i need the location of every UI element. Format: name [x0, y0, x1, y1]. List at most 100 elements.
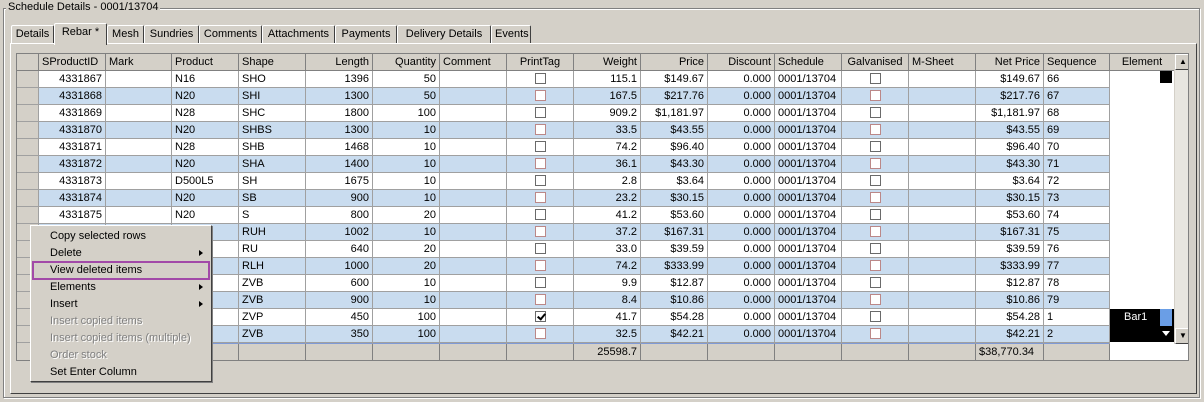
table-row[interactable]: ZVB 600 10 9.9 $12.87 0.000 0001/13704 $12.87 78	[17, 275, 1110, 292]
cell-element[interactable]	[1110, 224, 1174, 241]
cell-discount[interactable]: 0.000	[708, 258, 775, 275]
cell-schedule[interactable]: 0001/13704	[775, 88, 842, 105]
checkbox[interactable]	[869, 242, 881, 254]
table-row[interactable]: ZVB 900 10 8.4 $10.86 0.000 0001/13704 $10.86 79	[17, 292, 1110, 309]
cell-mark[interactable]	[106, 122, 172, 139]
cell-m-sheet[interactable]	[909, 241, 976, 258]
cell-net-price[interactable]: $10.86	[976, 292, 1044, 309]
cell-schedule[interactable]: 0001/13704	[775, 139, 842, 156]
cell-sequence[interactable]: 73	[1044, 190, 1110, 207]
cell-discount[interactable]: 0.000	[708, 275, 775, 292]
cell-printtag[interactable]	[507, 292, 574, 309]
cell-quantity[interactable]: 10	[373, 122, 440, 139]
cell-shape[interactable]: SHB	[239, 139, 306, 156]
new-row-cell[interactable]	[574, 360, 641, 361]
cell-shape[interactable]: SHA	[239, 156, 306, 173]
cell-weight[interactable]: 41.2	[574, 207, 641, 224]
cell-sequence[interactable]: 74	[1044, 207, 1110, 224]
column-header-weight[interactable]: Weight	[574, 54, 641, 71]
cell-weight[interactable]: 41.7	[574, 309, 641, 326]
cell-price[interactable]: $39.59	[641, 241, 708, 258]
cell-weight[interactable]: 33.5	[574, 122, 641, 139]
cell-product[interactable]: N28	[172, 105, 239, 122]
cell-price[interactable]: $1,181.97	[641, 105, 708, 122]
cell-net-price[interactable]: $53.60	[976, 207, 1044, 224]
cell-comment[interactable]	[440, 173, 507, 190]
column-header-sequence[interactable]: Sequence	[1044, 54, 1110, 71]
cell-m-sheet[interactable]	[909, 224, 976, 241]
cell-mark[interactable]	[106, 173, 172, 190]
cell-printtag[interactable]	[507, 173, 574, 190]
tab-payments[interactable]: Payments	[335, 25, 397, 44]
checkbox[interactable]	[534, 106, 546, 118]
cell-printtag[interactable]	[507, 139, 574, 156]
cell-element[interactable]	[1110, 156, 1174, 173]
cell-comment[interactable]	[440, 275, 507, 292]
cell-galvanised[interactable]	[842, 241, 909, 258]
cell-m-sheet[interactable]	[909, 275, 976, 292]
cell-mark[interactable]	[106, 88, 172, 105]
cell-quantity[interactable]: 10	[373, 190, 440, 207]
checkbox[interactable]	[534, 174, 546, 186]
tab-details[interactable]: Details	[11, 25, 54, 44]
table-row[interactable]: 4331870 N20 SHBS 1300 10 33.5 $43.55 0.000 0001/…	[17, 122, 1110, 139]
cell-shape[interactable]: ZVP	[239, 309, 306, 326]
cell-discount[interactable]: 0.000	[708, 88, 775, 105]
table-row[interactable]: 4331875 N20 S 800 20 41.2 $53.60 0.000 0001/1370…	[17, 207, 1110, 224]
checkbox[interactable]	[869, 293, 881, 305]
cell-comment[interactable]	[440, 309, 507, 326]
cell-length[interactable]: 1300	[306, 122, 373, 139]
cell-discount[interactable]: 0.000	[708, 309, 775, 326]
cell-sequence[interactable]: 72	[1044, 173, 1110, 190]
column-header-element[interactable]: Element	[1110, 54, 1174, 71]
cell-sequence[interactable]: 66	[1044, 71, 1110, 88]
cell-printtag[interactable]	[507, 122, 574, 139]
column-header-printtag[interactable]: PrintTag	[507, 54, 574, 71]
cell-galvanised[interactable]	[842, 275, 909, 292]
cell-schedule[interactable]: 0001/13704	[775, 156, 842, 173]
menu-item-view-deleted-items[interactable]: View deleted items	[32, 261, 210, 280]
cell-schedule[interactable]: 0001/13704	[775, 309, 842, 326]
cell-shape[interactable]: SH	[239, 173, 306, 190]
cell-schedule[interactable]: 0001/13704	[775, 173, 842, 190]
cell-galvanised[interactable]	[842, 190, 909, 207]
cell-price[interactable]: $43.55	[641, 122, 708, 139]
cell-m-sheet[interactable]	[909, 292, 976, 309]
cell-schedule[interactable]: 0001/13704	[775, 105, 842, 122]
checkbox[interactable]	[869, 157, 881, 169]
new-row-cell[interactable]	[976, 360, 1044, 361]
row-selector[interactable]	[17, 156, 39, 173]
cell-printtag[interactable]	[507, 241, 574, 258]
cell-comment[interactable]	[440, 207, 507, 224]
cell-discount[interactable]: 0.000	[708, 122, 775, 139]
menu-item-order-stock[interactable]: Order stock	[31, 347, 211, 364]
cell-comment[interactable]	[440, 224, 507, 241]
cell-quantity[interactable]: 10	[373, 224, 440, 241]
cell-length[interactable]: 1002	[306, 224, 373, 241]
cell-discount[interactable]: 0.000	[708, 139, 775, 156]
cell-comment[interactable]	[440, 71, 507, 88]
cell-price[interactable]: $3.64	[641, 173, 708, 190]
cell-weight[interactable]: 37.2	[574, 224, 641, 241]
scroll-down-icon[interactable]: ▼	[1175, 328, 1188, 344]
cell-m-sheet[interactable]	[909, 326, 976, 343]
menu-item-insert[interactable]: Insert	[31, 296, 211, 313]
cell-sproductid[interactable]: 4331870	[39, 122, 106, 139]
row-selector[interactable]	[17, 88, 39, 105]
cell-sequence[interactable]: 77	[1044, 258, 1110, 275]
tab-events[interactable]: Events	[491, 25, 531, 44]
cell-product[interactable]: N20	[172, 156, 239, 173]
cell-quantity[interactable]: 50	[373, 71, 440, 88]
cell-galvanised[interactable]	[842, 156, 909, 173]
cell-element[interactable]	[1110, 173, 1174, 190]
new-row-cell[interactable]	[775, 360, 842, 361]
checkbox[interactable]	[534, 293, 546, 305]
cell-sproductid[interactable]: 4331875	[39, 207, 106, 224]
checkbox[interactable]	[534, 310, 546, 322]
cell-price[interactable]: $53.60	[641, 207, 708, 224]
cell-price[interactable]: $12.87	[641, 275, 708, 292]
cell-net-price[interactable]: $43.30	[976, 156, 1044, 173]
cell-sequence[interactable]: 78	[1044, 275, 1110, 292]
cell-net-price[interactable]: $42.21	[976, 326, 1044, 343]
cell-quantity[interactable]: 100	[373, 105, 440, 122]
